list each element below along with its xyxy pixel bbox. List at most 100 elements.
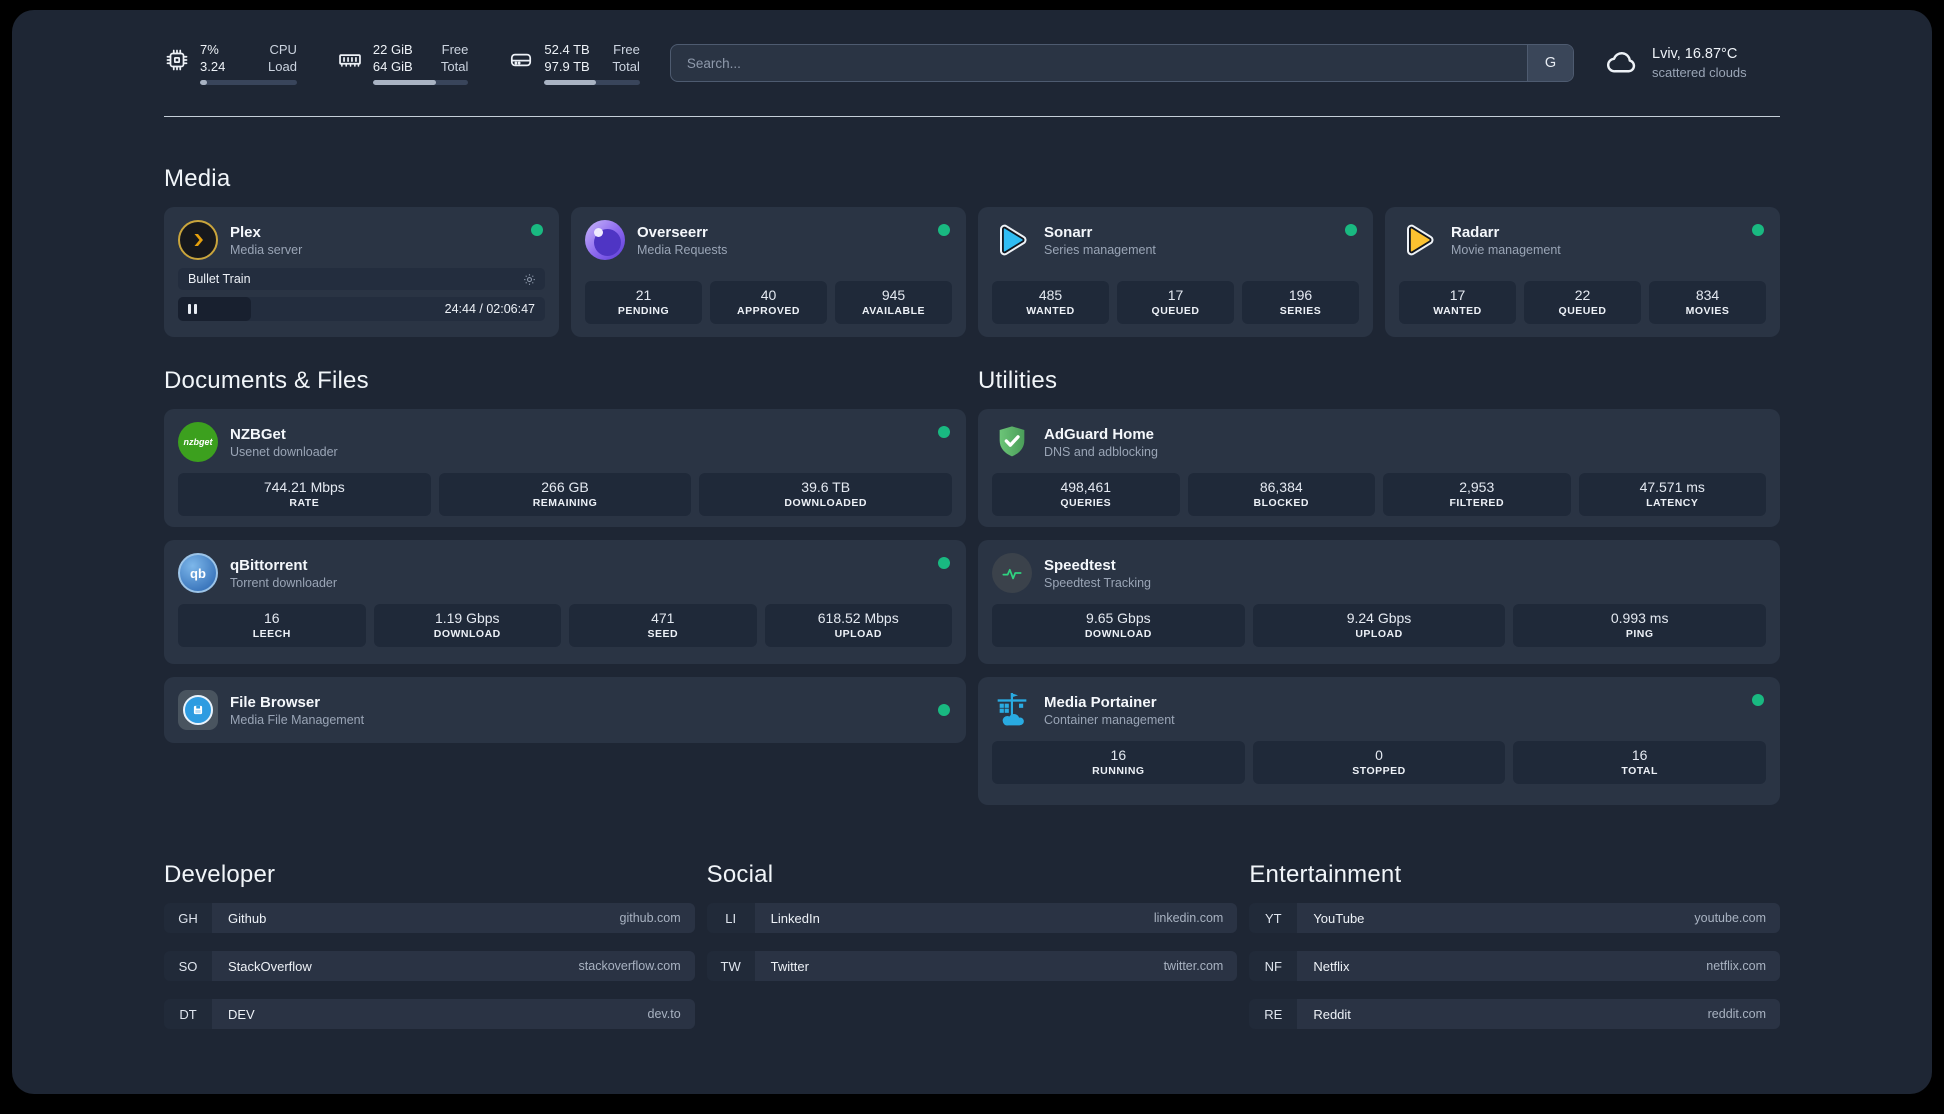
bookmark-url: github.com [619, 903, 695, 933]
weather-location-temp: Lviv, 16.87°C [1652, 46, 1738, 62]
plex-icon [178, 220, 218, 260]
cpu-chip-icon [166, 49, 188, 71]
section-title-entertainment: Entertainment [1249, 861, 1402, 888]
cpu-load-label: Load [268, 59, 297, 74]
app-name: Sonarr [1044, 223, 1093, 241]
app-card-sonarr[interactable]: Sonarr Series management 485 WANTED 17 QUE… [978, 207, 1373, 337]
section-title-developer: Developer [164, 861, 276, 888]
bookmark-name: Reddit [1297, 999, 1708, 1029]
bookmark-abbr: TW [706, 951, 755, 981]
pause-icon[interactable] [188, 304, 197, 314]
bookmark-abbr: YT [1249, 903, 1298, 933]
stat-running: 16 RUNNING [992, 741, 1245, 784]
bookmark-twitter[interactable]: TW Twitter twitter.com [706, 951, 1238, 981]
app-desc: Speedtest Tracking [1044, 575, 1152, 590]
bookmark-stackoverflow[interactable]: SO StackOverflow stackoverflow.com [164, 951, 695, 981]
storage-total-label: Total [612, 59, 640, 74]
app-desc: Movie management [1451, 242, 1561, 257]
memory-free-value: 22 GiB [372, 42, 413, 57]
stat-blocked: 86,384 BLOCKED [1187, 473, 1375, 516]
app-card-filebrowser[interactable]: File Browser Media File Management [164, 677, 966, 743]
bookmark-netflix[interactable]: NF Netflix netflix.com [1249, 951, 1780, 981]
radarr-icon [1399, 220, 1439, 260]
stat-available: 945 AVAILABLE [835, 281, 952, 324]
speedtest-icon [992, 553, 1032, 593]
bookmark-abbr: GH [164, 903, 212, 933]
stat-download: 1.19 Gbps DOWNLOAD [373, 604, 561, 647]
cpu-usage-label: CPU [269, 42, 297, 57]
app-card-adguard[interactable]: AdGuard Home DNS and adblocking 498,461 Q… [978, 409, 1780, 527]
search-engine-button[interactable]: G [1527, 45, 1573, 81]
status-dot [1345, 224, 1357, 236]
qbittorrent-icon: qb [178, 553, 218, 593]
stat-queued: 17 QUEUED [1117, 281, 1234, 324]
stat-ping: 0.993 ms PING [1513, 604, 1767, 647]
memory-total-value: 64 GiB [372, 59, 413, 74]
bookmark-youtube[interactable]: YT YouTube youtube.com [1249, 903, 1780, 933]
stat-remaining: 266 GB REMAINING [438, 473, 692, 516]
bookmark-name: LinkedIn [754, 903, 1154, 933]
bookmark-dev[interactable]: DT DEV dev.to [164, 999, 695, 1029]
app-card-radarr[interactable]: Radarr Movie management 17 WANTED 22 QUEUE… [1385, 207, 1780, 337]
bookmark-group-developer: Developer GH Github github.com SO StackO… [164, 861, 695, 1029]
status-dot [938, 557, 950, 569]
section-title-documents: Documents & Files [164, 367, 369, 394]
storage-free-value: 52.4 TB [544, 42, 590, 57]
adguard-icon [992, 422, 1032, 462]
cpu-usage-value: 7% [200, 42, 219, 57]
bookmark-name: Netflix [1297, 951, 1707, 981]
stat-wanted: 485 WANTED [992, 281, 1109, 324]
stat-latency: 47.571 ms LATENCY [1578, 473, 1766, 516]
bookmark-url: dev.to [647, 999, 695, 1029]
bookmark-url: youtube.com [1694, 903, 1780, 933]
bookmark-url: reddit.com [1707, 999, 1780, 1029]
app-desc: DNS and adblocking [1044, 444, 1158, 459]
playback-elapsed [178, 297, 252, 321]
app-card-plex[interactable]: Plex Media server Bullet Train 24:44 / 0… [164, 207, 559, 337]
app-card-overseerr[interactable]: Overseerr Media Requests 21 PENDING 40 APP… [571, 207, 966, 337]
stat-filtered: 2,953 FILTERED [1383, 473, 1571, 516]
stat-rate: 744.21 Mbps RATE [178, 473, 431, 516]
cpu-progress-bar [200, 80, 297, 85]
cpu-widget: 7% 3.24 CPU Load [164, 41, 297, 85]
app-desc: Container management [1044, 712, 1175, 727]
dashboard-panel: 7% 3.24 CPU Load [12, 10, 1932, 1094]
gear-icon[interactable] [522, 272, 537, 287]
bookmark-name: YouTube [1297, 903, 1695, 933]
bookmark-github[interactable]: GH Github github.com [164, 903, 695, 933]
bookmark-abbr: LI [706, 903, 755, 933]
memory-widget: 22 GiB 64 GiB Free Total [337, 41, 469, 85]
bookmark-url: twitter.com [1163, 951, 1238, 981]
stat-stopped: 0 STOPPED [1252, 741, 1506, 784]
app-card-portainer[interactable]: Media Portainer Container management 16 R… [978, 677, 1780, 805]
disk-icon [511, 53, 532, 67]
storage-progress-bar [544, 80, 640, 85]
weather-widget[interactable]: Lviv, 16.87°C scattered clouds [1604, 45, 1780, 81]
app-desc: Media File Management [230, 712, 365, 727]
app-desc: Media server [230, 242, 303, 257]
overseerr-icon [585, 220, 625, 260]
status-dot [938, 224, 950, 236]
stat-download: 9.65 Gbps DOWNLOAD [992, 604, 1245, 647]
storage-total-value: 97.9 TB [544, 59, 590, 74]
search-input[interactable] [669, 44, 1574, 82]
stat-series: 196 SERIES [1242, 281, 1359, 324]
app-card-speedtest[interactable]: Speedtest Speedtest Tracking 9.65 Gbps DO… [978, 540, 1780, 664]
section-title-social: Social [706, 861, 774, 888]
bookmark-linkedin[interactable]: LI LinkedIn linkedin.com [706, 903, 1238, 933]
bookmark-name: Twitter [754, 951, 1164, 981]
bookmark-abbr: SO [164, 951, 212, 981]
stat-downloaded: 39.6 TB DOWNLOADED [699, 473, 953, 516]
app-card-qbittorrent[interactable]: qb qBittorrent Torrent downloader 16 LEEC… [164, 540, 966, 664]
bookmark-abbr: RE [1249, 999, 1298, 1029]
portainer-icon [992, 690, 1032, 730]
app-card-nzbget[interactable]: nzbget NZBGet Usenet downloader 744.21 M… [164, 409, 966, 527]
playback-progress-row[interactable]: 24:44 / 02:06:47 [178, 297, 545, 321]
app-desc: Usenet downloader [230, 444, 338, 459]
stat-total: 16 TOTAL [1513, 741, 1767, 784]
bookmark-abbr: DT [164, 999, 212, 1029]
bookmark-name: DEV [212, 999, 648, 1029]
now-playing-title: Bullet Train [188, 272, 251, 286]
bookmark-reddit[interactable]: RE Reddit reddit.com [1249, 999, 1780, 1029]
stat-pending: 21 PENDING [585, 281, 702, 324]
